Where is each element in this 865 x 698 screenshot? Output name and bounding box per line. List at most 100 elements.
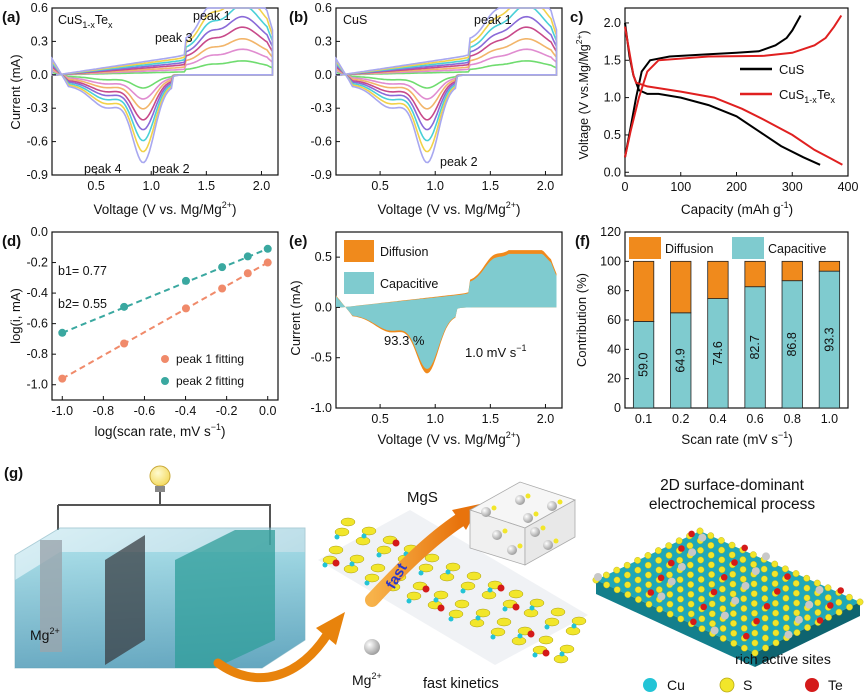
surface-te-atom [837, 587, 844, 594]
surface-s-atom [644, 552, 652, 559]
panel-e-legend-swatch-capacitive [344, 272, 374, 294]
panel-c-xlabel: Capacity (mAh g-1) [681, 200, 793, 217]
panel-c: c) 0 100 200 300 400 0.0 0.5 1.0 1.5 2.0 CuS CuS1… [570, 7, 858, 217]
panel-f-axes: 0 20 40 60 80 100 120 [600, 225, 629, 415]
panel-d-ytick-label-1: -0.8 [26, 347, 48, 361]
panel-b-xtick-label-3: 2.0 [537, 179, 554, 193]
surface-s-atom [760, 565, 768, 573]
surface-s-atom [687, 610, 695, 618]
surface-s-atom [751, 649, 759, 657]
panel-d-b1-label: b1= 0.77 [58, 264, 107, 278]
surface-s-atom [613, 586, 621, 594]
panel-a-xtick-label-3: 2.0 [253, 179, 270, 193]
surface-s-atom [793, 599, 800, 607]
panel-d-point-0-1 [120, 339, 129, 348]
panel-a-frame [51, 7, 279, 176]
panel-a-ytick-label-4: 0.3 [31, 34, 48, 48]
surface-mg-atom [794, 615, 803, 624]
surface-s-atom [645, 600, 653, 608]
surface-s-atom [762, 644, 769, 652]
panel-c-ytick-label-1: 0.5 [604, 128, 621, 142]
panel-d-point-0-2 [181, 304, 190, 313]
surface-s-atom [677, 605, 684, 613]
surface-s-atom [676, 586, 684, 593]
surface-s-atom [761, 575, 768, 583]
surface-s-atom [749, 551, 757, 559]
surface-s-atom [751, 629, 759, 637]
crystal-te-atom [542, 649, 550, 657]
surface-te-atom [827, 602, 834, 609]
surface-s-atom [825, 613, 832, 621]
surface-te-atom [741, 544, 748, 552]
panel-e-xlabel: Voltage (V vs. Mg/Mg2+) [377, 430, 520, 447]
surface-mg-atom [667, 577, 676, 586]
panel-a-xtick-label-2: 1.5 [198, 179, 215, 193]
surface-s-atom [803, 574, 811, 582]
panel-b-ytick-label-4: 0.3 [315, 34, 332, 48]
panel-d-ytick-label-5: 0.0 [31, 225, 48, 239]
panel-d: (d) -1.0 -0.8 -0.6 -0.4 -0.2 0.0-1.0-0.8-0.6-… [2, 225, 279, 439]
panel-f-ytick-label-0: 0 [614, 401, 621, 415]
process-arrow-head [316, 612, 345, 645]
crystal-te-atom [512, 603, 520, 611]
surface-s-atom [696, 527, 704, 535]
surface-te-atom [710, 588, 718, 596]
panel-c-xtick-label-3: 300 [782, 180, 803, 194]
panel-f-legend-swatch-diffusion [629, 237, 661, 259]
surface-s-atom [635, 596, 642, 603]
surface-s-atom [624, 571, 631, 579]
surface-s-atom [728, 551, 736, 559]
surface-slab-front [596, 580, 755, 667]
surface-mg-atom [657, 592, 666, 601]
panel-c-series-1-discharge [624, 26, 843, 166]
panel-e-xtick-label-2: 1.5 [482, 412, 499, 426]
surface-s-atom [698, 615, 706, 623]
panel-f: (f) 59.0 0.1 64.9 0.2 74.6 0.4 82.7 0.6 86.8 0.8 9… [574, 225, 849, 447]
crystal-s-atom [334, 527, 350, 537]
panel-a-ytick-label-3: 0.0 [31, 68, 48, 82]
surface-s-atom [771, 580, 779, 587]
panel-f-legend-label-capacitive: Capacitive [768, 242, 826, 256]
panel-d-ytick-label-4: -0.2 [26, 256, 48, 270]
panel-d-b2-label: b2= 0.55 [58, 297, 107, 311]
panel-f-xtick-label-5: 1.0 [821, 412, 838, 426]
panel-c-legend-label-custe: CuS1-xTex [779, 87, 836, 105]
surface-s-atom [740, 595, 748, 603]
surface-s-atom [824, 594, 832, 601]
panel-f-xtick-label-3: 0.6 [746, 412, 763, 426]
crystal-te-atom [527, 630, 535, 638]
surface-s-atom [686, 542, 694, 549]
panel-f-xtick-label-2: 0.4 [709, 412, 726, 426]
crystal-s-atom [424, 553, 440, 563]
crystal-cu-atom [460, 588, 466, 594]
panel-f-data-label-0: 59.0 [637, 353, 651, 377]
surface-s-atom [677, 595, 684, 603]
mgs-s-atom-7 [533, 511, 539, 517]
panel-d-point-0-4 [243, 269, 252, 278]
panel-a-ytick-label-0: -0.9 [26, 168, 48, 182]
crystal-cu-atom [376, 552, 382, 558]
panel-d-point-1-2 [181, 276, 190, 285]
crystal-cu-atom [517, 633, 523, 639]
panel-g: (g) Mg2+ fast MgS [4, 465, 864, 693]
crystal-cu-atom [322, 562, 328, 568]
panel-f-ytick-label-1: 20 [607, 372, 621, 386]
panel-b-xtick-label-1: 1.0 [427, 179, 444, 193]
crystal-s-atom [529, 598, 545, 608]
surface-s-atom [804, 624, 811, 631]
surface-s-atom [687, 571, 694, 579]
surface-s-atom [856, 598, 864, 606]
panel-d-xtick-label-2: -0.6 [134, 404, 156, 418]
surface-s-atom [782, 585, 790, 592]
panel-d-point-1-4 [243, 252, 252, 261]
panel-b-ytick-label-0: -0.9 [310, 168, 332, 182]
crystal-cu-atom [502, 606, 508, 612]
panel-f-legend-swatch-capacitive [732, 237, 764, 259]
surface-s-atom [686, 561, 694, 569]
panel-letter-f: (f) [575, 233, 590, 250]
panel-d-ytick-label-2: -0.6 [26, 317, 48, 331]
crystal-cu-atom [448, 616, 454, 622]
panel-c-xtick-label-1: 100 [670, 180, 691, 194]
legend-cu-ball-icon [643, 678, 657, 692]
surface-s-atom [814, 609, 822, 616]
